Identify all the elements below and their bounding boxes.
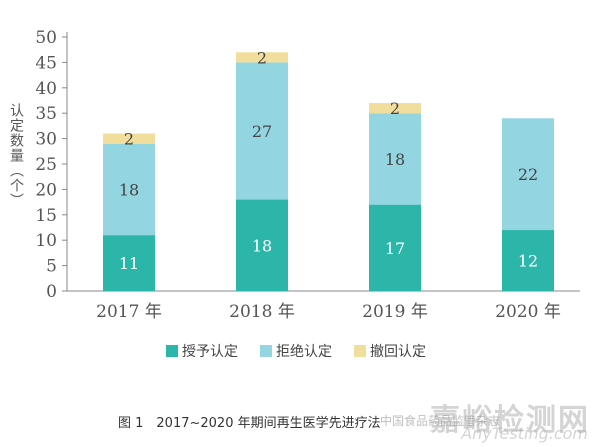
bar-segment — [236, 199, 288, 291]
y-tick-label: 0 — [46, 282, 57, 302]
data-label: 18 — [385, 150, 405, 169]
figure-caption: 图 1 2017~2020 年期间再生医学先进疗法 — [118, 416, 381, 431]
bar-segment — [236, 52, 288, 63]
site-watermark: 嘉峪检测网 — [430, 403, 590, 438]
y-tick-label: 10 — [35, 231, 57, 251]
x-tick-label: 2020 年 — [495, 302, 561, 322]
bar-segment — [103, 235, 155, 291]
bar-segment — [369, 103, 421, 114]
data-label: 17 — [385, 239, 405, 258]
y-axis-label: 认定数量（个） — [8, 103, 24, 208]
y-tick-label: 50 — [35, 28, 57, 48]
bar-segment — [103, 133, 155, 144]
x-tick-label: 2018 年 — [229, 302, 295, 322]
legend-label: 授予认定 — [182, 344, 238, 360]
x-tick-label: 2017 年 — [96, 302, 162, 322]
data-label: 2 — [390, 99, 400, 118]
legend-swatch — [260, 345, 272, 357]
data-label: 12 — [518, 252, 538, 271]
y-tick-label: 20 — [35, 180, 57, 200]
y-tick-label: 45 — [35, 53, 57, 73]
bar-segment — [369, 113, 421, 205]
source-watermark: 中国食品药品监管杂志 — [380, 414, 501, 428]
data-label: 27 — [252, 122, 272, 141]
y-tick-label: 15 — [35, 206, 57, 226]
bar-segment — [502, 230, 554, 291]
site-watermark-en: AnyTesting.com — [461, 424, 588, 443]
data-label: 2 — [257, 48, 267, 67]
bar-segment — [369, 204, 421, 291]
legend-label: 拒绝认定 — [276, 344, 332, 360]
y-tick-label: 35 — [35, 104, 57, 124]
bar-segment — [502, 118, 554, 231]
y-tick-label: 30 — [35, 130, 57, 150]
x-tick-label: 2019 年 — [362, 302, 428, 322]
legend-swatch — [354, 345, 366, 357]
legend-label: 撤回认定 — [370, 344, 426, 360]
y-tick-label: 40 — [35, 79, 57, 99]
y-tick-label: 25 — [35, 155, 57, 175]
bar-segment — [236, 62, 288, 200]
data-label: 18 — [252, 236, 272, 255]
data-label: 11 — [119, 254, 139, 273]
data-label: 2 — [124, 130, 134, 149]
legend-swatch — [166, 345, 178, 357]
y-tick-label: 5 — [46, 257, 57, 277]
stacked-bar-chart: 0 5 10 15 20 25 30 35 40 45 50 11 18 2 2017 年 18 27 2 2018… — [35, 28, 580, 360]
data-label: 18 — [119, 180, 139, 199]
bar-segment — [103, 143, 155, 236]
data-label: 22 — [518, 165, 538, 184]
